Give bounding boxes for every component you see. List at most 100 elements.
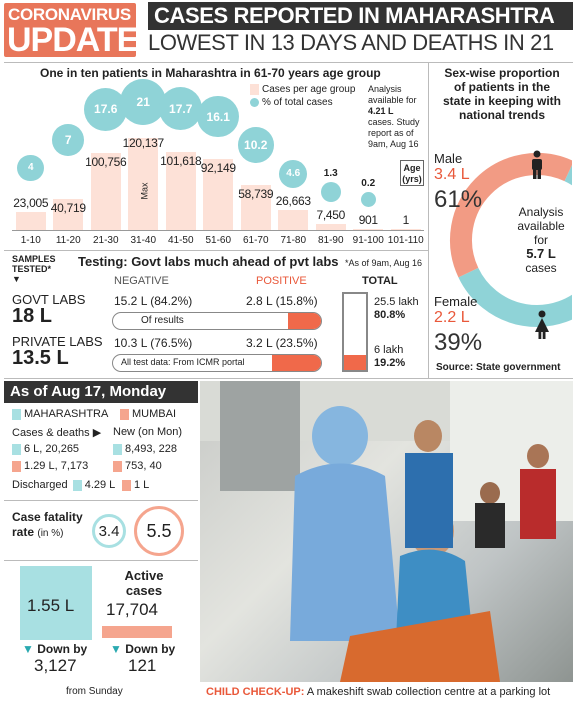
center-line: Analysis (518, 205, 564, 219)
active-mh-box: 1.55 L (20, 566, 92, 640)
active-mh-value: 1.55 L (27, 596, 75, 615)
age-bar (203, 159, 234, 230)
mh-new: 8,493, 228 (113, 443, 177, 455)
age-tick-label: 91-100 (352, 235, 384, 246)
govt-labs-label: GOVT LABS (12, 292, 86, 307)
govt-labs-value: 18 L (12, 305, 53, 327)
samples-line: TESTED* (12, 264, 52, 274)
cases-deaths-label: Cases & deaths ▶ (12, 426, 101, 439)
govt-neg: 15.2 L (84.2%) (114, 294, 193, 308)
age-bar-value: 120,137 (122, 136, 165, 150)
arrow-down-icon: ▼ (12, 274, 21, 284)
swab-collection-photo (200, 381, 573, 682)
total-stack-bar (342, 292, 368, 372)
age-bar (240, 185, 271, 230)
cfr-mum-circle: 5.5 (134, 506, 184, 556)
pvt-labs-value: 13.5 L (12, 347, 69, 369)
age-bar (315, 224, 346, 230)
sex-donut-chart (450, 153, 572, 327)
age-bar-value: 7,450 (316, 208, 346, 223)
mh-swatch (72, 479, 82, 491)
active-mum-box (102, 626, 172, 638)
mum-swatch (12, 460, 21, 472)
legend-mum-label: MUMBAI (132, 408, 176, 420)
age-bar (390, 229, 421, 230)
note-line: cases. Study (368, 117, 420, 127)
cfr-line1: Case fatality (12, 510, 83, 524)
badge-line2: UPDATE (7, 21, 139, 59)
age-unit-box: Age (yrs) (400, 160, 424, 186)
legend-bar: Cases per age group (250, 84, 355, 95)
mum-swatch (120, 408, 129, 420)
cfr-unit: (in %) (37, 528, 64, 539)
pvt-labs-label: PRIVATE LABS (12, 334, 103, 349)
age-tick-label: 11-20 (55, 235, 81, 246)
pct-circle: 17.6 (84, 87, 128, 131)
divider (4, 500, 198, 501)
man-icon (527, 150, 547, 180)
legend-mh-label: MAHARASHTRA (24, 408, 109, 420)
age-bar-chart: 23,005 1-10 4 40,719 11-20 7 100,756 21-30 17.6 1… (8, 60, 428, 250)
pct-circle (360, 191, 376, 207)
mh-swatch (12, 443, 21, 455)
woman-icon (532, 310, 552, 340)
down-mum-label: ▼ Down by (110, 642, 175, 656)
mh-total: 6 L, 20,265 (12, 443, 79, 455)
mum-total: 1.29 L, 7,173 (12, 460, 88, 472)
divider-vertical (428, 62, 429, 378)
age-unit-line2: (yrs) (402, 174, 422, 184)
mh-total-text: 6 L, 20,265 (24, 443, 80, 455)
note-line: 9am, Aug 16 (368, 139, 419, 149)
down-by-text: Down by (125, 642, 176, 656)
legend-bar-swatch (250, 84, 259, 95)
positive-header: POSITIVE (256, 275, 307, 287)
pct-circle: 21 (120, 79, 167, 125)
cfr-label: Case fatality rate (in %) (12, 510, 83, 541)
mum-new: 753, 40 (113, 460, 162, 472)
caption-bold: CHILD CHECK-UP: (206, 686, 305, 698)
total-positive: 6 lakh 19.2% (374, 344, 405, 370)
discharged-mum: 1 L (133, 479, 150, 491)
age-tick-label: 1-10 (20, 235, 41, 246)
analysis-note: Analysis available for 4.21 L cases. Stu… (368, 84, 420, 150)
pct-circle: 16.1 (197, 95, 240, 138)
discharged-label: Discharged (12, 479, 68, 491)
legend-maharashtra: MAHARASHTRA (12, 408, 108, 420)
age-tick-label: 51-60 (205, 235, 232, 246)
headline-line2: LOWEST IN 13 DAYS AND DEATHS IN 21 (148, 30, 554, 55)
note-line: 4.21 L (368, 106, 394, 116)
x-axis-line (12, 230, 424, 231)
divider-lower (4, 378, 573, 379)
age-bar-value: 40,719 (50, 200, 86, 215)
note-line: available for (368, 95, 417, 105)
female-pct: 39% (434, 329, 483, 356)
age-tick-label: 81-90 (317, 235, 344, 246)
discharged-mh: 4.29 L (84, 479, 115, 491)
down-arrow-icon: ▼ (22, 642, 34, 656)
note-line: Analysis (368, 84, 402, 94)
age-bar (15, 212, 46, 230)
down-mh-value: 3,127 (34, 656, 77, 675)
age-bar-value: 101,618 (160, 154, 202, 169)
down-mh-label: ▼ Down by (22, 642, 87, 656)
age-tick-label: 41-50 (167, 235, 194, 246)
mh-swatch (113, 443, 122, 455)
active-cases-label: Active cases (104, 568, 184, 598)
age-tick-label: 21-30 (92, 235, 119, 246)
center-line: available (517, 219, 565, 233)
sex-title-line: state in keeping with (442, 94, 562, 108)
age-bar (165, 152, 196, 230)
pct-circle: 10.2 (237, 127, 274, 163)
age-tick-label: 31-40 (130, 235, 157, 246)
active-line2: cases (125, 583, 163, 598)
down-by-text: Down by (37, 642, 88, 656)
age-bar (90, 152, 121, 230)
govt-bar-caption: Of results (141, 315, 184, 326)
pvt-pos: 3.2 L (23.5%) (246, 336, 318, 350)
age-tick-label: 71-80 (280, 235, 307, 246)
legend-bar-label: Cases per age group (262, 84, 356, 96)
govt-pos-fill (288, 313, 321, 329)
down-mum-value: 121 (128, 656, 157, 675)
age-bar-value: 23,005 (13, 196, 49, 211)
note-line: report as of (368, 128, 414, 138)
